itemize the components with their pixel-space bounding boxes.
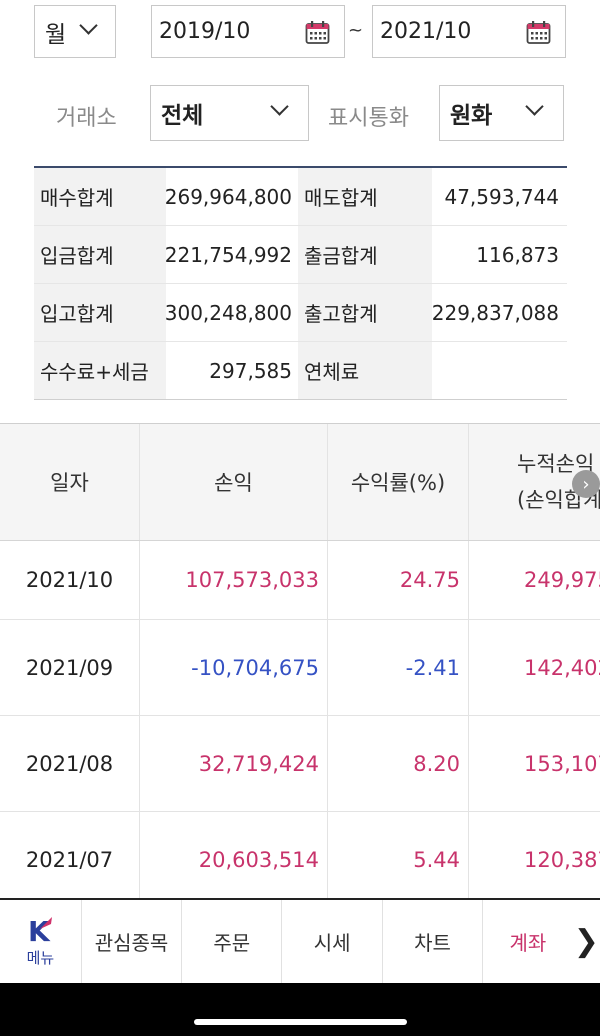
system-bar — [0, 983, 600, 1036]
summary-value: 47,593,744 — [444, 184, 559, 209]
profit-history-table[interactable]: 일자 손익 수익률(%) 누적손익 (손익합계 2021/10 107,573,… — [0, 423, 600, 899]
nav-watchlist[interactable]: 관심종목 — [82, 900, 183, 983]
summary-row: 입고합계 300,248,800 출고합계 229,837,088 — [34, 284, 567, 342]
row-rate: 5.44 — [328, 812, 469, 899]
nav-account[interactable]: 계좌 — [509, 931, 547, 955]
row-profit: 107,573,033 — [140, 541, 328, 619]
summary-row: 수수료+세금 297,585 연체료 — [34, 342, 567, 400]
table-row[interactable]: 2021/10 107,573,033 24.75 249,975 — [0, 541, 600, 620]
row-profit: -10,704,675 — [140, 620, 328, 715]
header-date: 일자 — [0, 424, 140, 540]
summary-label: 연체료 — [298, 342, 432, 399]
row-profit: 20,603,514 — [140, 812, 328, 899]
chevron-down-icon — [79, 16, 98, 35]
row-rate: 8.20 — [328, 716, 469, 811]
row-date: 2021/10 — [0, 541, 140, 619]
nav-order[interactable]: 주문 — [182, 900, 283, 983]
summary-value: 221,754,992 — [164, 242, 292, 267]
period-select[interactable]: 월 — [34, 5, 116, 58]
summary-label: 매수합계 — [34, 168, 166, 225]
summary-value: 269,964,800 — [164, 184, 292, 209]
summary-label: 입금합계 — [34, 226, 166, 283]
summary-label: 수수료+세금 — [34, 342, 166, 399]
exchange-value: 전체 — [161, 103, 204, 129]
summary-label: 입고합계 — [34, 284, 166, 341]
date-range-separator: ~ — [348, 20, 364, 41]
row-rate: -2.41 — [328, 620, 469, 715]
exchange-select[interactable]: 전체 — [150, 85, 309, 141]
currency-label: 표시통화 — [328, 106, 409, 131]
nav-menu[interactable]: K 메뉴 — [0, 900, 82, 983]
k-logo-icon: K — [28, 915, 53, 945]
nav-market[interactable]: 시세 — [282, 900, 383, 983]
table-row[interactable]: 2021/09 -10,704,675 -2.41 142,402 — [0, 620, 600, 716]
home-indicator[interactable] — [194, 1019, 407, 1025]
svg-text:K: K — [28, 915, 51, 945]
calendar-icon[interactable] — [305, 20, 330, 45]
summary-row: 매수합계 269,964,800 매도합계 47,593,744 — [34, 168, 567, 226]
table-row[interactable]: 2021/07 20,603,514 5.44 120,387 — [0, 812, 600, 899]
summary-label: 출고합계 — [298, 284, 432, 341]
calendar-icon[interactable] — [526, 20, 551, 45]
chevron-right-icon[interactable]: ❯ — [573, 924, 599, 959]
currency-select[interactable]: 원화 — [439, 85, 564, 141]
date-to-field[interactable]: 2021/10 — [372, 5, 566, 58]
bottom-nav: K 메뉴 관심종목 주문 시세 차트 계좌 ❯ — [0, 898, 600, 983]
row-cumulative: 153,107 — [524, 751, 600, 776]
chevron-down-icon — [525, 97, 544, 116]
date-from-value: 2019/10 — [159, 19, 251, 44]
chevron-down-icon — [270, 97, 289, 116]
row-date: 2021/08 — [0, 716, 140, 811]
date-to-value: 2021/10 — [380, 19, 472, 44]
row-cumulative: 120,387 — [524, 847, 600, 872]
summary-value: 229,837,088 — [431, 300, 559, 325]
row-cumulative: 249,975 — [524, 568, 600, 592]
nav-menu-label: 메뉴 — [26, 949, 55, 967]
row-cumulative: 142,402 — [524, 655, 600, 680]
summary-value: 116,873 — [476, 242, 559, 267]
row-rate: 24.75 — [328, 541, 469, 619]
summary-label: 출금합계 — [298, 226, 432, 283]
chevron-right-icon: › — [582, 473, 590, 495]
summary-table: 매수합계 269,964,800 매도합계 47,593,744 입금합계 22… — [34, 166, 567, 400]
summary-row: 입금합계 221,754,992 출금합계 116,873 — [34, 226, 567, 284]
row-profit: 32,719,424 — [140, 716, 328, 811]
scroll-right-button[interactable]: › — [572, 470, 600, 498]
summary-label: 매도합계 — [298, 168, 432, 225]
summary-value: 297,585 — [209, 358, 292, 383]
table-row[interactable]: 2021/08 32,719,424 8.20 153,107 — [0, 716, 600, 812]
exchange-label: 거래소 — [56, 106, 117, 131]
summary-value — [432, 342, 567, 399]
row-date: 2021/09 — [0, 620, 140, 715]
period-value: 월 — [45, 21, 67, 48]
header-profit: 손익 — [140, 424, 328, 540]
row-date: 2021/07 — [0, 812, 140, 899]
currency-value: 원화 — [450, 103, 493, 129]
nav-chart[interactable]: 차트 — [383, 900, 484, 983]
table-header: 일자 손익 수익률(%) 누적손익 (손익합계 — [0, 424, 600, 541]
header-rate: 수익률(%) — [328, 424, 469, 540]
summary-value: 300,248,800 — [164, 300, 292, 325]
date-from-field[interactable]: 2019/10 — [151, 5, 345, 58]
